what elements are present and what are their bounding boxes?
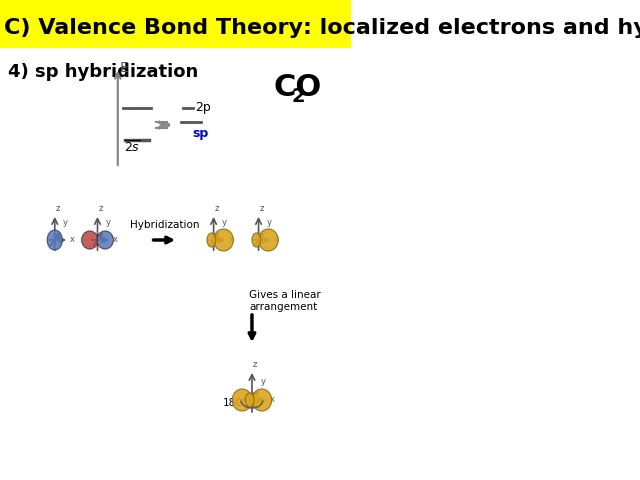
Text: y: y <box>106 218 110 228</box>
Ellipse shape <box>207 233 216 247</box>
Ellipse shape <box>214 229 234 251</box>
Text: x: x <box>274 235 279 244</box>
FancyBboxPatch shape <box>0 0 351 48</box>
Text: z: z <box>260 204 264 213</box>
Text: x: x <box>113 235 118 244</box>
Ellipse shape <box>47 230 63 250</box>
Ellipse shape <box>259 229 278 251</box>
Text: $\overline{2s}$: $\overline{2s}$ <box>124 140 141 155</box>
Text: CO: CO <box>274 73 322 103</box>
Ellipse shape <box>250 393 259 407</box>
Ellipse shape <box>252 389 271 411</box>
Text: y: y <box>261 376 266 385</box>
Ellipse shape <box>82 231 98 249</box>
Text: 4) sp hybridization: 4) sp hybridization <box>8 63 198 81</box>
Ellipse shape <box>97 231 113 249</box>
Text: 2p: 2p <box>195 101 211 115</box>
Text: 2: 2 <box>291 86 305 106</box>
Ellipse shape <box>232 389 252 411</box>
Text: z: z <box>253 360 257 369</box>
Text: sp: sp <box>193 127 209 140</box>
Text: x: x <box>70 235 75 244</box>
Ellipse shape <box>252 233 260 247</box>
Text: Gives a linear
arrangement: Gives a linear arrangement <box>249 290 321 312</box>
Text: 180°: 180° <box>223 398 248 408</box>
Text: x: x <box>229 235 234 244</box>
Text: y: y <box>221 218 227 228</box>
Ellipse shape <box>245 393 254 407</box>
Text: y: y <box>63 218 68 228</box>
Text: z: z <box>56 204 60 213</box>
Text: x: x <box>269 395 275 404</box>
Text: z: z <box>99 204 103 213</box>
Text: z: z <box>214 204 219 213</box>
Text: E: E <box>120 61 128 75</box>
Text: Hybridization: Hybridization <box>129 220 199 230</box>
Text: C) Valence Bond Theory: localized electrons and hybridization: C) Valence Bond Theory: localized electr… <box>4 18 640 38</box>
Text: y: y <box>266 218 271 228</box>
